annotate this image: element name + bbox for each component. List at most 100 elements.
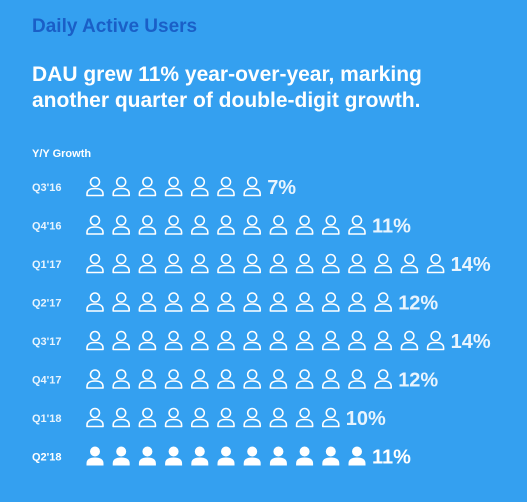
person-icon bbox=[348, 330, 366, 351]
person-icon bbox=[269, 215, 288, 235]
person-icon bbox=[165, 446, 183, 466]
person-icon bbox=[138, 446, 156, 466]
person-icon bbox=[322, 215, 340, 235]
person-icon bbox=[243, 330, 261, 351]
category-label: Q4'16 bbox=[32, 221, 62, 233]
person-icon bbox=[164, 253, 183, 274]
value-label: 11% bbox=[372, 216, 411, 238]
person-icon bbox=[269, 330, 288, 351]
person-icon bbox=[112, 292, 130, 312]
person-icon bbox=[112, 330, 130, 351]
person-icon bbox=[138, 407, 157, 428]
person-icon bbox=[164, 292, 183, 312]
person-icon bbox=[269, 407, 288, 428]
person-icon bbox=[217, 253, 235, 274]
person-icon bbox=[243, 369, 261, 389]
person-icon bbox=[217, 407, 235, 428]
person-icon bbox=[348, 292, 366, 312]
person-icon bbox=[191, 215, 209, 235]
person-icon bbox=[243, 253, 261, 274]
person-icon bbox=[426, 330, 445, 351]
person-icon bbox=[86, 330, 104, 351]
person-icon bbox=[243, 446, 261, 466]
person-icon bbox=[243, 176, 261, 197]
axis-label: Y/Y Growth bbox=[32, 148, 92, 160]
person-icon bbox=[112, 215, 130, 235]
value-label: 11% bbox=[372, 447, 411, 469]
person-icon bbox=[86, 253, 104, 274]
person-icon bbox=[138, 330, 157, 351]
person-icon bbox=[191, 176, 209, 197]
person-icon bbox=[296, 446, 314, 466]
value-label: 12% bbox=[398, 293, 438, 315]
person-icon bbox=[348, 253, 366, 274]
person-icon bbox=[400, 253, 419, 274]
person-icon bbox=[295, 330, 314, 351]
person-icon bbox=[269, 253, 288, 274]
person-icon bbox=[164, 369, 183, 389]
person-icon bbox=[112, 407, 130, 428]
person-icon bbox=[322, 253, 340, 274]
person-icon bbox=[217, 292, 235, 312]
person-icon bbox=[322, 369, 340, 389]
person-icon bbox=[217, 330, 235, 351]
person-icon bbox=[164, 215, 183, 235]
person-icon bbox=[164, 330, 183, 351]
person-icon bbox=[164, 407, 183, 428]
person-icon bbox=[217, 369, 235, 389]
category-label: Q1'17 bbox=[32, 259, 62, 271]
person-icon bbox=[217, 176, 235, 197]
person-icon bbox=[269, 292, 288, 312]
person-icon bbox=[86, 292, 104, 312]
person-icon bbox=[138, 369, 157, 389]
person-icon bbox=[374, 330, 392, 351]
category-label: Q2'18 bbox=[32, 452, 62, 464]
category-label: Q2'17 bbox=[32, 298, 62, 310]
person-icon bbox=[243, 292, 261, 312]
person-icon bbox=[348, 446, 366, 466]
person-icon bbox=[112, 446, 130, 466]
value-label: 12% bbox=[398, 370, 438, 392]
person-icon bbox=[138, 253, 157, 274]
person-icon bbox=[374, 369, 392, 389]
person-icon bbox=[86, 446, 104, 466]
person-icon bbox=[217, 215, 235, 235]
person-icon bbox=[112, 253, 130, 274]
person-icon bbox=[269, 369, 288, 389]
person-icon bbox=[295, 253, 314, 274]
person-icon bbox=[191, 330, 209, 351]
person-icon bbox=[86, 176, 104, 197]
person-icon bbox=[322, 330, 340, 351]
person-icon bbox=[295, 292, 314, 312]
person-icon bbox=[191, 292, 209, 312]
person-icon bbox=[295, 369, 314, 389]
person-icon bbox=[322, 292, 340, 312]
value-label: 14% bbox=[451, 254, 491, 276]
person-icon bbox=[138, 215, 157, 235]
person-icon bbox=[400, 330, 419, 351]
person-icon bbox=[374, 292, 392, 312]
person-icon bbox=[191, 407, 209, 428]
person-icon bbox=[217, 446, 235, 466]
person-icon bbox=[86, 215, 104, 235]
person-icon bbox=[191, 253, 209, 274]
person-icon bbox=[322, 407, 340, 428]
headline: DAU grew 11% year-over-year, marking ano… bbox=[32, 63, 422, 112]
person-icon bbox=[86, 369, 104, 389]
person-icon bbox=[269, 446, 287, 466]
person-icon bbox=[243, 215, 261, 235]
category-label: Q3'17 bbox=[32, 336, 62, 348]
page-title: Daily Active Users bbox=[32, 16, 198, 37]
person-icon bbox=[295, 407, 314, 428]
person-icon bbox=[138, 176, 157, 197]
person-icon bbox=[112, 176, 130, 197]
person-icon bbox=[112, 369, 130, 389]
person-icon bbox=[164, 176, 183, 197]
value-label: 7% bbox=[267, 177, 296, 199]
person-icon bbox=[322, 446, 340, 466]
person-icon bbox=[348, 369, 366, 389]
person-icon bbox=[295, 215, 314, 235]
person-icon bbox=[191, 446, 209, 466]
category-label: Q3'16 bbox=[32, 182, 62, 194]
